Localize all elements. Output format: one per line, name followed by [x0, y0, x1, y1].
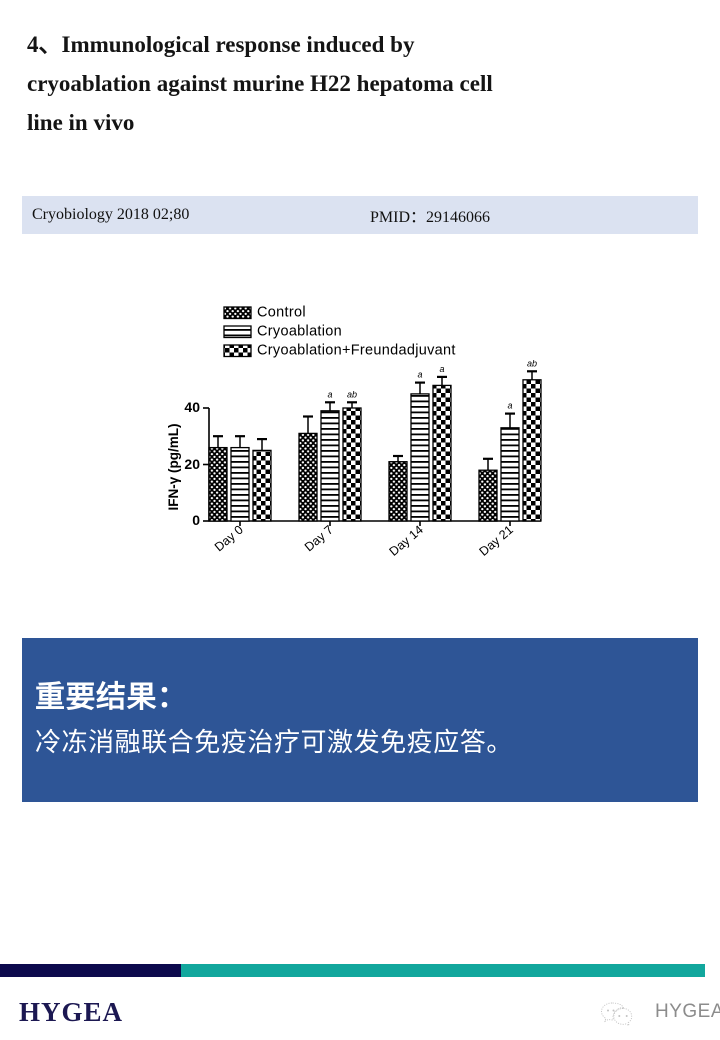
svg-text:a: a [417, 370, 422, 380]
svg-text:Day 7: Day 7 [302, 523, 336, 555]
svg-text:a: a [439, 364, 444, 374]
svg-text:20: 20 [184, 456, 200, 472]
svg-text:a: a [507, 401, 512, 411]
svg-text:40: 40 [184, 399, 200, 415]
svg-text:Day 21: Day 21 [477, 523, 516, 559]
svg-text:IFN-γ (pg/mL): IFN-γ (pg/mL) [166, 424, 181, 511]
svg-text:Cryoablation+Freundadjuvant: Cryoablation+Freundadjuvant [257, 343, 456, 359]
svg-text:0: 0 [192, 512, 200, 528]
svg-text:Day 14: Day 14 [387, 523, 426, 559]
svg-text:ab: ab [527, 358, 537, 368]
svg-text:Day 0: Day 0 [212, 523, 246, 555]
svg-text:Cryoablation: Cryoablation [257, 324, 342, 340]
svg-text:ab: ab [347, 389, 357, 399]
svg-text:a: a [327, 389, 332, 399]
svg-text:Control: Control [257, 305, 306, 321]
